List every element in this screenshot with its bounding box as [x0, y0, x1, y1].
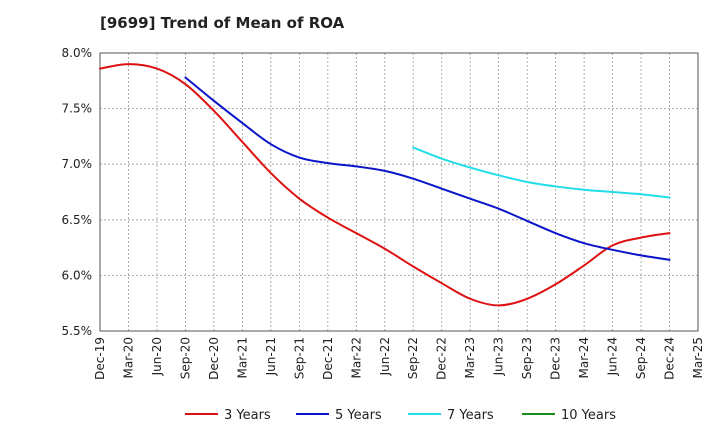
x-tick-label: Mar-22	[349, 337, 363, 378]
x-tick-label: Mar-20	[121, 337, 135, 378]
series-line-5-years	[184, 76, 671, 261]
y-tick-label: 6.0%	[62, 268, 93, 282]
y-tick-label: 7.5%	[62, 102, 93, 116]
series-line-7-years	[412, 146, 671, 199]
y-tick-label: 7.0%	[62, 157, 93, 171]
x-tick-label: Mar-23	[463, 337, 477, 378]
chart-title: [9699] Trend of Mean of ROA	[100, 14, 345, 32]
x-tick-label: Sep-20	[178, 337, 192, 379]
y-tick-label: 6.5%	[62, 213, 93, 227]
series-layer	[99, 63, 671, 307]
x-tick-label: Sep-21	[292, 337, 306, 379]
x-tick-label: Sep-24	[634, 337, 648, 379]
x-tick-label: Dec-24	[663, 337, 677, 380]
x-tick-label: Mar-25	[691, 337, 705, 378]
plot-frame	[99, 52, 699, 332]
x-tick-label: Jun-22	[378, 337, 392, 376]
x-tick-label: Dec-21	[321, 337, 335, 380]
x-tick-label: Jun-24	[606, 337, 620, 376]
series-line-3-years	[99, 63, 671, 307]
x-tick-label: Sep-23	[520, 337, 534, 379]
x-tick-label: Dec-19	[93, 337, 107, 380]
y-tick-label: 5.5%	[62, 324, 93, 338]
x-tick-label: Jun-20	[150, 337, 164, 376]
x-tick-label: Jun-23	[492, 337, 506, 376]
legend-label-7-years: 7 Years	[447, 408, 494, 423]
legend-label-5-years: 5 Years	[335, 408, 382, 423]
y-tick-label: 8.0%	[62, 46, 93, 60]
axis-layer: 5.5% 6.0% 6.5% 7.0% 7.5% 8.0% Dec-19 Mar-20 Jun-…	[62, 46, 706, 380]
legend: 3 Years 5 Years 7 Years 10 Years	[185, 408, 616, 423]
x-tick-label: Dec-20	[207, 337, 221, 380]
x-tick-label: Jun-21	[264, 337, 278, 376]
legend-label-3-years: 3 Years	[224, 408, 271, 423]
x-tick-label: Mar-24	[577, 337, 591, 378]
x-tick-label: Mar-21	[235, 337, 249, 378]
x-tick-label: Dec-23	[549, 337, 563, 380]
legend-label-10-years: 10 Years	[561, 408, 616, 423]
x-tick-label: Dec-22	[435, 337, 449, 380]
x-tick-label: Sep-22	[406, 337, 420, 379]
